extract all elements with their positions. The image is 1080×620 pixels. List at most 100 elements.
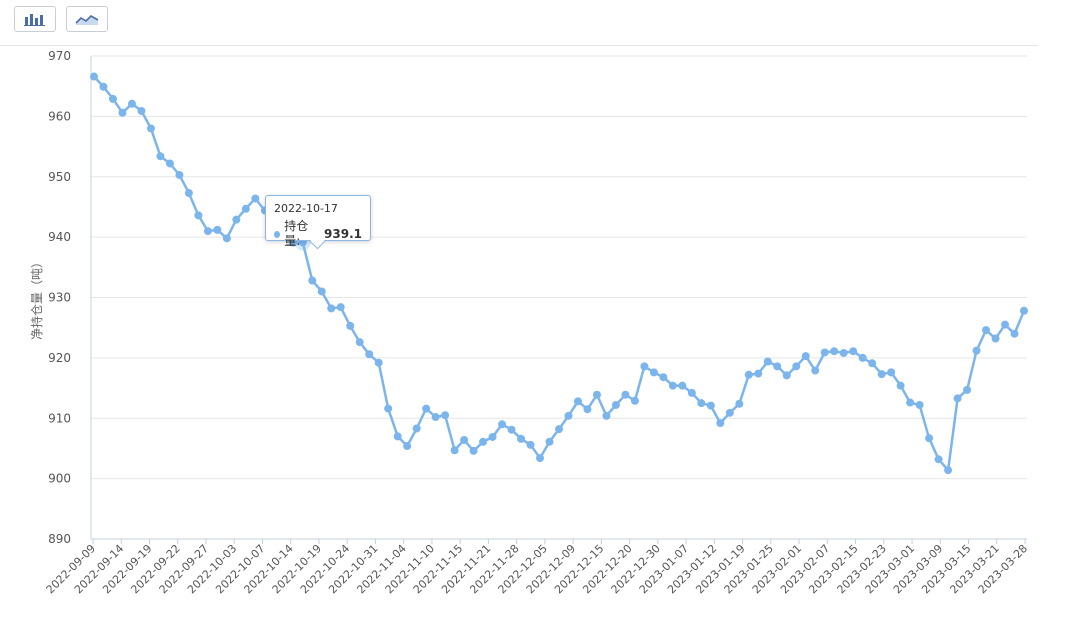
data-point[interactable]: [1001, 320, 1010, 329]
data-point[interactable]: [555, 425, 563, 434]
data-point[interactable]: [479, 437, 488, 446]
data-point[interactable]: [450, 446, 459, 455]
data-point[interactable]: [792, 362, 801, 371]
data-point[interactable]: [108, 94, 117, 103]
data-point[interactable]: [241, 204, 250, 213]
data-point[interactable]: [811, 366, 820, 375]
data-point[interactable]: [498, 420, 507, 429]
data-point[interactable]: [536, 454, 545, 463]
data-point[interactable]: [944, 466, 953, 475]
data-point[interactable]: [374, 358, 383, 367]
data-point[interactable]: [165, 159, 174, 168]
data-point[interactable]: [308, 276, 317, 285]
data-point[interactable]: [203, 227, 212, 236]
y-tick-labels: 890 900 910 920 930 940 950 960 970: [48, 49, 71, 546]
data-point[interactable]: [346, 321, 355, 330]
bar-view-button[interactable]: [14, 6, 56, 32]
data-point[interactable]: [422, 404, 431, 413]
data-point[interactable]: [564, 411, 573, 420]
data-point[interactable]: [982, 326, 991, 335]
data-point[interactable]: [327, 304, 336, 313]
data-point[interactable]: [99, 82, 108, 91]
data-point[interactable]: [118, 108, 127, 117]
data-point[interactable]: [251, 194, 260, 203]
data-point[interactable]: [507, 425, 516, 434]
data-point[interactable]: [460, 435, 469, 444]
data-point[interactable]: [602, 411, 611, 420]
data-point[interactable]: [735, 399, 744, 408]
line-view-button[interactable]: [66, 6, 108, 32]
data-point[interactable]: [545, 437, 554, 446]
data-point[interactable]: [526, 440, 535, 449]
data-point[interactable]: [706, 401, 715, 410]
y-tick-label: 920: [48, 351, 71, 365]
data-point[interactable]: [877, 370, 886, 379]
data-point[interactable]: [175, 170, 184, 179]
data-point[interactable]: [156, 152, 165, 161]
data-point[interactable]: [763, 357, 772, 366]
data-point[interactable]: [801, 352, 810, 361]
data-point[interactable]: [953, 394, 962, 403]
data-point[interactable]: [127, 99, 136, 108]
data-point[interactable]: [668, 381, 677, 390]
data-point[interactable]: [754, 369, 763, 378]
data-point[interactable]: [659, 373, 668, 382]
data-point[interactable]: [232, 215, 241, 224]
data-point[interactable]: [744, 370, 753, 379]
tooltip-value: 939.1: [324, 226, 362, 241]
data-point[interactable]: [393, 432, 402, 441]
data-point[interactable]: [488, 432, 497, 441]
data-point[interactable]: [213, 225, 222, 234]
data-point[interactable]: [896, 381, 905, 390]
data-point[interactable]: [716, 419, 725, 428]
data-point[interactable]: [697, 399, 706, 408]
data-point[interactable]: [972, 346, 981, 355]
data-point[interactable]: [222, 234, 231, 243]
data-point[interactable]: [573, 397, 582, 406]
data-point[interactable]: [137, 106, 146, 115]
data-point[interactable]: [887, 368, 896, 377]
data-point[interactable]: [317, 287, 326, 296]
data-point[interactable]: [906, 398, 915, 407]
data-point[interactable]: [621, 390, 630, 399]
chart-toolbar: [14, 6, 108, 32]
data-point[interactable]: [849, 347, 858, 356]
data-point[interactable]: [194, 211, 203, 220]
data-point[interactable]: [355, 338, 364, 347]
data-point[interactable]: [640, 362, 649, 371]
data-point[interactable]: [649, 368, 658, 377]
data-point[interactable]: [820, 348, 829, 357]
data-point[interactable]: [592, 390, 601, 399]
data-point[interactable]: [830, 347, 839, 356]
data-point[interactable]: [365, 350, 374, 359]
data-point[interactable]: [991, 334, 1000, 343]
data-point[interactable]: [963, 385, 972, 394]
data-point[interactable]: [583, 405, 592, 414]
data-point[interactable]: [1010, 329, 1019, 338]
data-point[interactable]: [868, 359, 877, 368]
data-point[interactable]: [915, 400, 924, 409]
data-point[interactable]: [858, 353, 867, 362]
data-point[interactable]: [1020, 306, 1028, 315]
data-point[interactable]: [773, 362, 782, 371]
data-point[interactable]: [678, 381, 687, 390]
data-point[interactable]: [687, 388, 696, 397]
data-point[interactable]: [782, 371, 791, 380]
data-point[interactable]: [336, 303, 345, 312]
data-point[interactable]: [517, 434, 526, 443]
data-point[interactable]: [146, 124, 155, 133]
data-point[interactable]: [184, 189, 193, 198]
data-point[interactable]: [934, 455, 943, 464]
data-point[interactable]: [630, 396, 639, 405]
data-point[interactable]: [469, 446, 478, 455]
data-point[interactable]: [441, 411, 450, 420]
data-point[interactable]: [925, 434, 934, 443]
data-point[interactable]: [431, 413, 440, 422]
data-point[interactable]: [839, 349, 848, 358]
data-point[interactable]: [90, 72, 98, 81]
data-point[interactable]: [403, 442, 412, 451]
data-point[interactable]: [412, 424, 421, 433]
data-point[interactable]: [384, 404, 393, 413]
data-point[interactable]: [725, 408, 734, 417]
data-point[interactable]: [611, 400, 620, 409]
